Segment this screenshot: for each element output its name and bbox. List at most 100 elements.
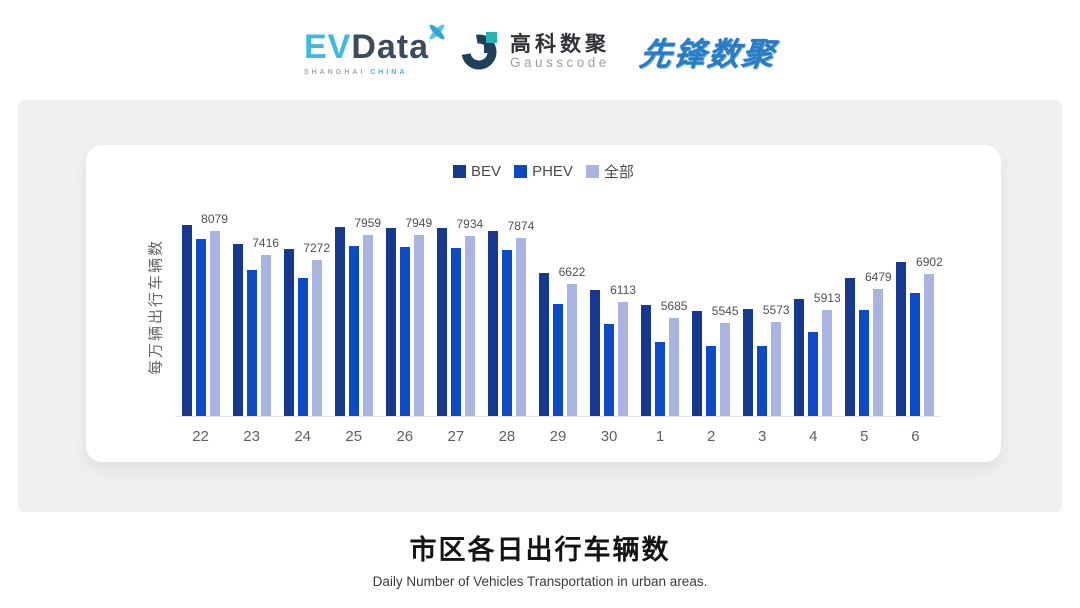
bar-bev (794, 299, 805, 416)
bar-phev (859, 310, 870, 416)
bar-group: 5913 (788, 198, 841, 416)
x-axis-tick-label: 22 (192, 428, 209, 445)
y-axis-title: 每万辆出行车辆数 (147, 238, 165, 376)
evdata-logo-data-text: Data (351, 28, 430, 66)
bar-bev (845, 278, 856, 416)
legend-swatch-all (585, 165, 599, 178)
bar-phev (706, 346, 717, 416)
bar-group: 5573 (737, 198, 790, 416)
bar-bev (181, 225, 192, 416)
bar-all (669, 318, 680, 416)
bar-group: 6113 (584, 198, 636, 416)
header-logos: EV Data SHANGHAI CHINA 高科数聚 Gausscode (0, 0, 1080, 96)
x-axis-tick-label: 26 (396, 428, 414, 445)
evdata-china-text: CHINA (370, 69, 408, 76)
legend-label-phev: PHEV (532, 163, 573, 180)
bar-all (873, 289, 884, 416)
bar-value-label: 8079 (201, 212, 228, 226)
legend-item-all: 全部 (585, 161, 634, 182)
gausscode-cn-text: 高科数聚 (510, 32, 611, 56)
legend-item-phev: PHEV (514, 163, 573, 180)
bar-value-label: 7874 (507, 219, 535, 233)
bar-value-label: 5913 (813, 291, 841, 305)
bar-phev (655, 342, 666, 416)
bar-bev (641, 305, 652, 416)
bar-value-label: 5573 (762, 303, 790, 317)
bar-all (311, 260, 322, 416)
bar-value-label: 6113 (610, 283, 636, 297)
bar-bev (590, 290, 601, 416)
bar-group: 5545 (686, 198, 739, 416)
bar-bev (436, 228, 447, 416)
x-axis-tick-label: 25 (345, 428, 363, 445)
caption-subtitle: Daily Number of Vehicles Transportation … (372, 574, 708, 589)
bar-group: 5685 (635, 198, 687, 416)
bar-bev (385, 228, 396, 416)
bar-phev (757, 346, 768, 416)
bar-group: 8079 (175, 198, 228, 416)
bar-all (771, 322, 782, 416)
x-axis-tick-label: 2 (706, 428, 716, 445)
bar-bev (334, 227, 345, 416)
x-axis-tick-label: 6 (911, 428, 920, 445)
bar-phev (297, 278, 308, 416)
bar-phev (808, 332, 819, 416)
bar-group: 7934 (430, 198, 484, 416)
x-axis-tick-label: 1 (655, 428, 665, 445)
bar-bev (232, 244, 243, 416)
bar-phev (501, 250, 512, 416)
bar-value-label: 7416 (252, 236, 279, 250)
x-axis-tick-label: 30 (600, 428, 618, 445)
bar-bev (692, 311, 703, 416)
x-axis-tick-label: 29 (549, 428, 567, 445)
x-axis-tick-label: 23 (243, 428, 260, 445)
bar-bev (283, 249, 294, 416)
bar-value-label: 6902 (916, 255, 943, 269)
bar-all (260, 255, 271, 416)
bar-phev (195, 239, 206, 416)
bar-value-label: 6479 (864, 270, 892, 284)
legend-swatch-phev (514, 165, 528, 178)
bar-group: 7874 (481, 198, 535, 416)
legend-swatch-bev (453, 165, 467, 178)
bar-value-label: 7934 (456, 217, 484, 231)
bar-all (618, 302, 629, 416)
bar-phev (910, 293, 921, 416)
bar-all (362, 235, 373, 416)
x-axis-tick-label: 24 (294, 428, 311, 445)
bar-group: 7959 (328, 198, 382, 416)
gausscode-en-text: Gausscode (510, 54, 610, 70)
bar-all (566, 284, 577, 416)
caption-title: 市区各日出行车辆数 (409, 535, 671, 565)
bar-phev (604, 324, 615, 416)
bar-bev (487, 231, 498, 416)
bar-group: 7272 (277, 198, 330, 416)
evdata-logo: EV Data SHANGHAI CHINA (303, 24, 445, 76)
bar-bev (743, 309, 754, 416)
bar-value-label: 7949 (405, 216, 433, 230)
evdata-blades-icon (425, 20, 449, 49)
evdata-shanghai-text: SHANGHAI (303, 69, 366, 76)
x-axis-tick-label: 28 (498, 428, 516, 445)
bar-phev (552, 304, 563, 416)
bar-value-label: 5545 (711, 304, 739, 318)
bar-value-label: 7959 (354, 216, 382, 230)
gausscode-mark-icon (459, 29, 501, 76)
bar-value-label: 6622 (558, 265, 586, 279)
bar-all (464, 236, 475, 416)
legend-item-bev: BEV (453, 163, 501, 180)
bar-all (924, 274, 935, 416)
bar-all (413, 235, 424, 416)
chart-panel: BEV PHEV 全部 每万辆出行车辆数 8079 7416 7272 7959 794… (18, 100, 1062, 512)
plot-area: 8079 7416 7272 7959 7949 7934 7874 6622 6113 5685… (175, 198, 943, 417)
legend-label-all: 全部 (603, 164, 634, 181)
bar-group: 6902 (890, 198, 943, 416)
bar-bev (538, 273, 549, 416)
gausscode-logo: 高科数聚 Gausscode (459, 29, 610, 76)
bar-phev (348, 246, 359, 416)
evdata-logo-ev-text: EV (303, 28, 352, 66)
chart-legend: BEV PHEV 全部 (86, 161, 1001, 182)
pioneer-logo: 先锋数聚 (637, 36, 779, 72)
x-axis-labels: 22 23 24 25 26 27 28 29 30 1 2 3 4 5 6 (175, 428, 941, 445)
bar-phev (450, 248, 461, 416)
